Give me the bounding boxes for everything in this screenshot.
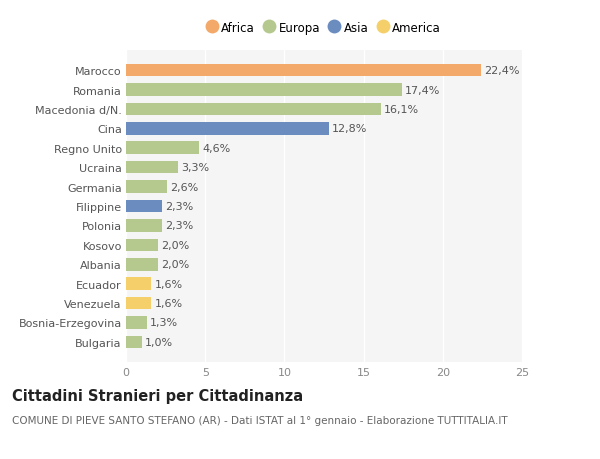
Text: 2,0%: 2,0%: [161, 260, 189, 269]
Text: 1,6%: 1,6%: [155, 279, 182, 289]
Text: 2,3%: 2,3%: [166, 221, 194, 231]
Bar: [126, 162, 178, 174]
Text: 22,4%: 22,4%: [484, 66, 520, 76]
Text: 4,6%: 4,6%: [202, 144, 230, 153]
Bar: [126, 181, 167, 194]
Text: 2,3%: 2,3%: [166, 202, 194, 212]
Text: 1,0%: 1,0%: [145, 337, 173, 347]
Bar: [126, 278, 151, 291]
Bar: [126, 316, 146, 329]
Bar: [126, 142, 199, 155]
Text: 12,8%: 12,8%: [332, 124, 367, 134]
Bar: [126, 103, 381, 116]
Text: 17,4%: 17,4%: [405, 85, 440, 95]
Text: 2,0%: 2,0%: [161, 241, 189, 250]
Bar: [126, 219, 163, 232]
Text: 1,6%: 1,6%: [155, 298, 182, 308]
Bar: [126, 297, 151, 310]
Text: 3,3%: 3,3%: [181, 163, 209, 173]
Bar: [126, 336, 142, 348]
Text: 16,1%: 16,1%: [384, 105, 419, 115]
Text: COMUNE DI PIEVE SANTO STEFANO (AR) - Dati ISTAT al 1° gennaio - Elaborazione TUT: COMUNE DI PIEVE SANTO STEFANO (AR) - Dat…: [12, 415, 508, 425]
Bar: [126, 123, 329, 135]
Bar: [126, 239, 158, 252]
Bar: [126, 200, 163, 213]
Legend: Africa, Europa, Asia, America: Africa, Europa, Asia, America: [207, 22, 441, 35]
Text: Cittadini Stranieri per Cittadinanza: Cittadini Stranieri per Cittadinanza: [12, 388, 303, 403]
Bar: [126, 65, 481, 77]
Bar: [126, 84, 401, 97]
Bar: [126, 258, 158, 271]
Text: 1,3%: 1,3%: [150, 318, 178, 328]
Text: 2,6%: 2,6%: [170, 182, 199, 192]
